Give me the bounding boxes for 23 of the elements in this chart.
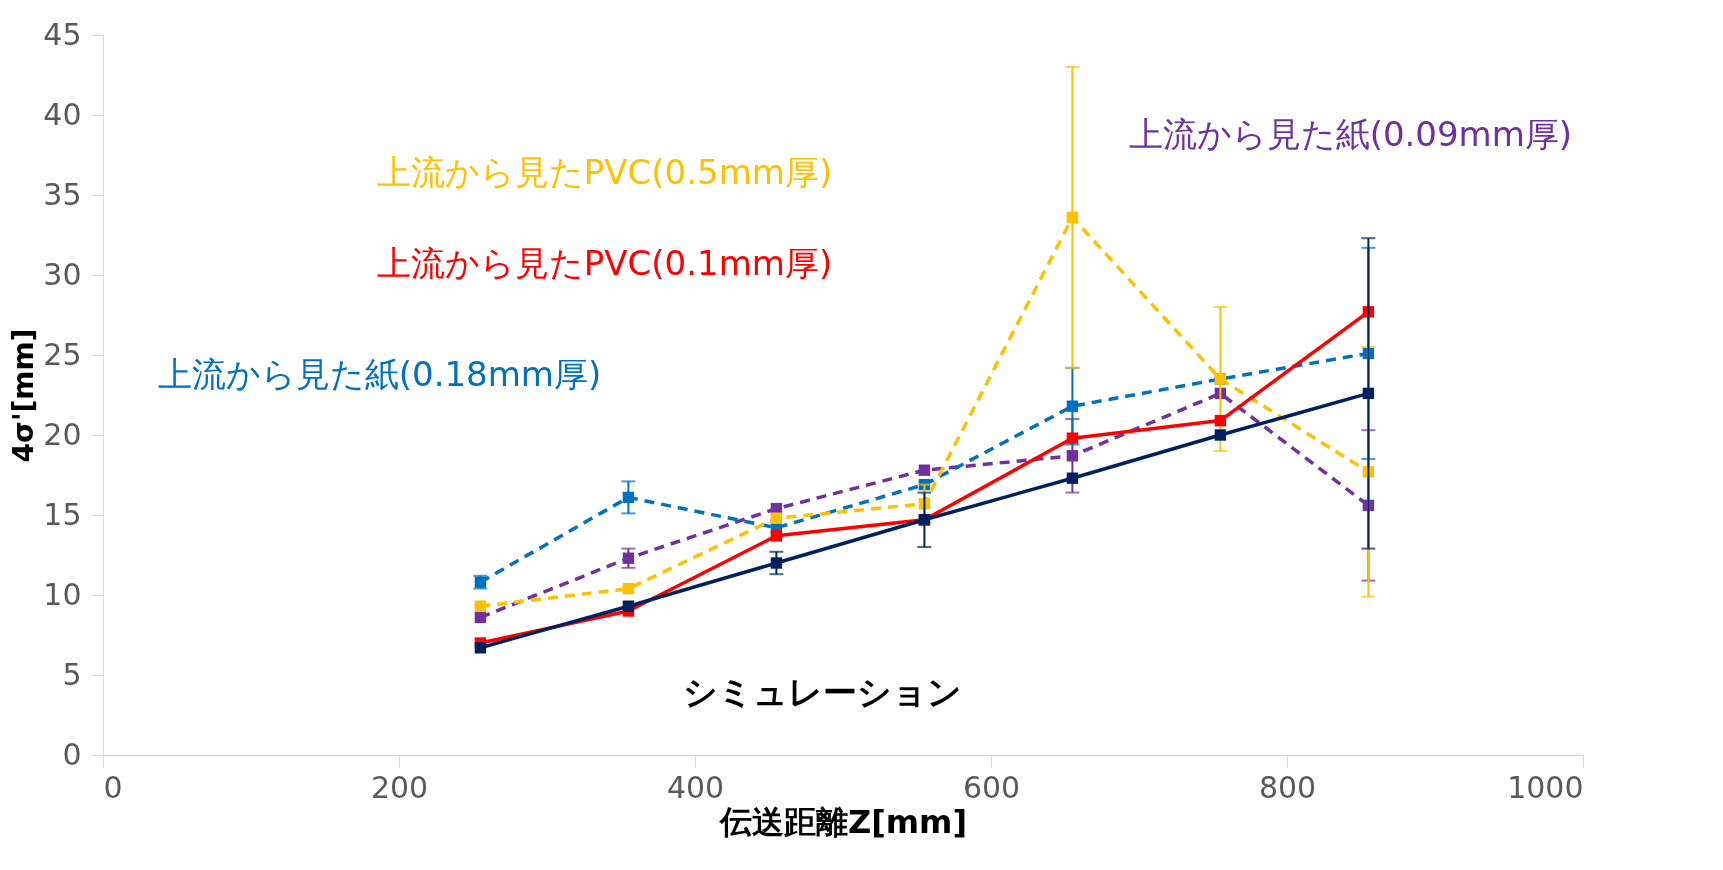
- text: 上流から見た紙(0.18mm厚): [157, 353, 602, 394]
- x-tick-label: 400: [666, 769, 725, 805]
- y-tick-label: 15: [43, 496, 82, 532]
- y-axis-title: 4σ'[mm]: [7, 328, 41, 463]
- text: シミュレーション: [682, 672, 962, 713]
- x-tick-label: 0: [103, 769, 123, 805]
- x-tick-label: 600: [962, 769, 1021, 805]
- text: 上流から見たPVC(0.1mm厚): [376, 243, 833, 284]
- y-tick-label: 30: [43, 256, 82, 292]
- y-tick-label: 5: [62, 656, 82, 692]
- text: 上流から見た紙(0.09mm厚): [1128, 113, 1573, 154]
- y-tick-label: 45: [43, 16, 82, 52]
- text: 上流から見たPVC(0.5mm厚): [376, 152, 833, 193]
- y-tick-label: 40: [43, 96, 82, 132]
- x-tick-label: 1000: [1507, 769, 1584, 805]
- y-tick-label: 10: [43, 576, 82, 612]
- y-tick-label: 0: [62, 736, 82, 772]
- y-tick-label: 25: [43, 336, 82, 372]
- y-tick-label: 35: [43, 176, 82, 212]
- x-tick-label: 200: [370, 769, 429, 805]
- x-tick-label: 800: [1258, 769, 1317, 805]
- x-axis-title: 伝送距離Z[mm]: [718, 802, 968, 841]
- y-tick-label: 20: [43, 416, 82, 452]
